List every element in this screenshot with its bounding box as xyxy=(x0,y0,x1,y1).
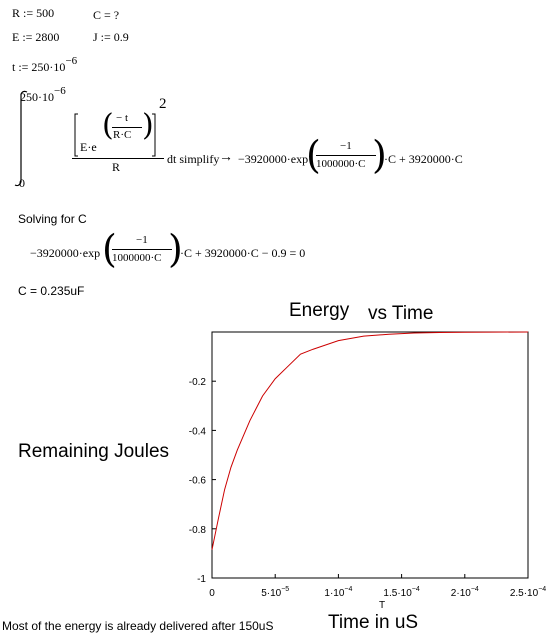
result-right-paren: ) xyxy=(372,133,387,177)
x-tick-exponent: −5 xyxy=(281,586,289,593)
x-tick-base: 1.5·10 xyxy=(383,588,412,599)
y-tick-label: -0.2 xyxy=(189,377,207,388)
capacitance-result: C = 0.235uF xyxy=(18,284,85,298)
y-tick-label: -1 xyxy=(197,574,206,585)
energy-series-line xyxy=(211,331,529,550)
x-tick-exponent: −4 xyxy=(538,586,546,593)
def-t-exponent: −6 xyxy=(65,55,78,67)
x-tick-exponent: −4 xyxy=(412,586,420,593)
x-tick-label: 1.5·10−4 xyxy=(383,586,419,599)
x-tick-base: 2.5·10 xyxy=(510,588,539,599)
integral-sign xyxy=(14,90,28,187)
x-tick-label: 5·10−5 xyxy=(261,586,289,599)
solving-denominator: 1000000·C xyxy=(112,252,162,264)
result-denominator: 1000000·C xyxy=(316,158,366,170)
x-tick-label: 0 xyxy=(209,588,215,599)
x-tick-base: 0 xyxy=(209,588,215,599)
integral-upper-limit: 250·10−6 xyxy=(20,85,66,105)
integrand-base: E·e xyxy=(80,140,97,154)
x-tick-base: 2·10 xyxy=(451,588,471,599)
chart-title-energy: Energy xyxy=(289,300,350,321)
solving-tail: ·C + 3920000·C − 0.9 = 0 xyxy=(180,246,306,260)
exponent-denominator: R·C xyxy=(113,129,132,141)
integral-upper-base: 250·10 xyxy=(20,90,54,104)
result-fraction-bar xyxy=(316,155,376,156)
integrand-left-paren: ( xyxy=(102,108,114,143)
result-exp-term: −3920000·exp xyxy=(238,152,309,166)
result-left-paren: ( xyxy=(306,133,321,177)
x-tick-exponent: −4 xyxy=(344,586,352,593)
integrand-fraction-bar xyxy=(72,158,164,159)
x-tick-exponent: −4 xyxy=(471,586,479,593)
y-tick-label: -0.8 xyxy=(189,525,207,536)
integral-lower-limit: 0 xyxy=(19,176,25,190)
integrand-brackets xyxy=(74,113,156,157)
def-r: R := 500 xyxy=(12,6,55,20)
x-tick-label: 2.5·10−4 xyxy=(510,586,546,599)
x-tick-base: 1·10 xyxy=(324,588,344,599)
def-e: E := 2800 xyxy=(12,30,60,44)
integral-upper-exponent: −6 xyxy=(54,85,66,97)
chart-title-vs-time: vs Time xyxy=(368,303,434,324)
x-tick-label: 1·10−4 xyxy=(324,586,352,599)
plot-frame xyxy=(211,331,529,579)
exponent-numerator: − t xyxy=(116,112,129,124)
x-variable-label: T xyxy=(379,600,385,611)
y-axis-label: Remaining Joules xyxy=(18,441,170,462)
y-tick-label: -0.6 xyxy=(189,476,207,487)
def-j: J := 0.9 xyxy=(93,30,129,44)
solving-fraction-bar xyxy=(112,249,172,250)
solving-right-paren: ) xyxy=(168,227,183,271)
solving-numerator: −1 xyxy=(136,234,148,246)
integrand-denominator: R xyxy=(112,160,121,174)
def-t: t := 250·10−6 xyxy=(12,55,77,75)
y-tick-label: -0.4 xyxy=(189,426,207,437)
x-tick-label: 2·10−4 xyxy=(451,586,479,599)
exponent-fraction-bar xyxy=(112,127,142,128)
def-c: C = ? xyxy=(93,8,120,22)
simplify-arrow: → xyxy=(219,150,233,165)
dt-simplify: dt simplify xyxy=(167,152,220,166)
solving-left-paren: ( xyxy=(102,227,117,271)
integrand-power: 2 xyxy=(159,96,167,112)
integrand-right-paren: ) xyxy=(142,108,154,143)
footer-note: Most of the energy is already delivered … xyxy=(2,619,274,633)
solving-exp-term: −3920000·exp xyxy=(30,246,101,260)
solving-label: Solving for C xyxy=(18,212,87,226)
x-axis-label: Time in uS xyxy=(328,612,419,633)
result-tail: ·C + 3920000·C xyxy=(384,152,463,166)
def-t-base: t := 250·10 xyxy=(12,60,66,74)
result-numerator: −1 xyxy=(340,140,352,152)
x-tick-base: 5·10 xyxy=(261,588,281,599)
